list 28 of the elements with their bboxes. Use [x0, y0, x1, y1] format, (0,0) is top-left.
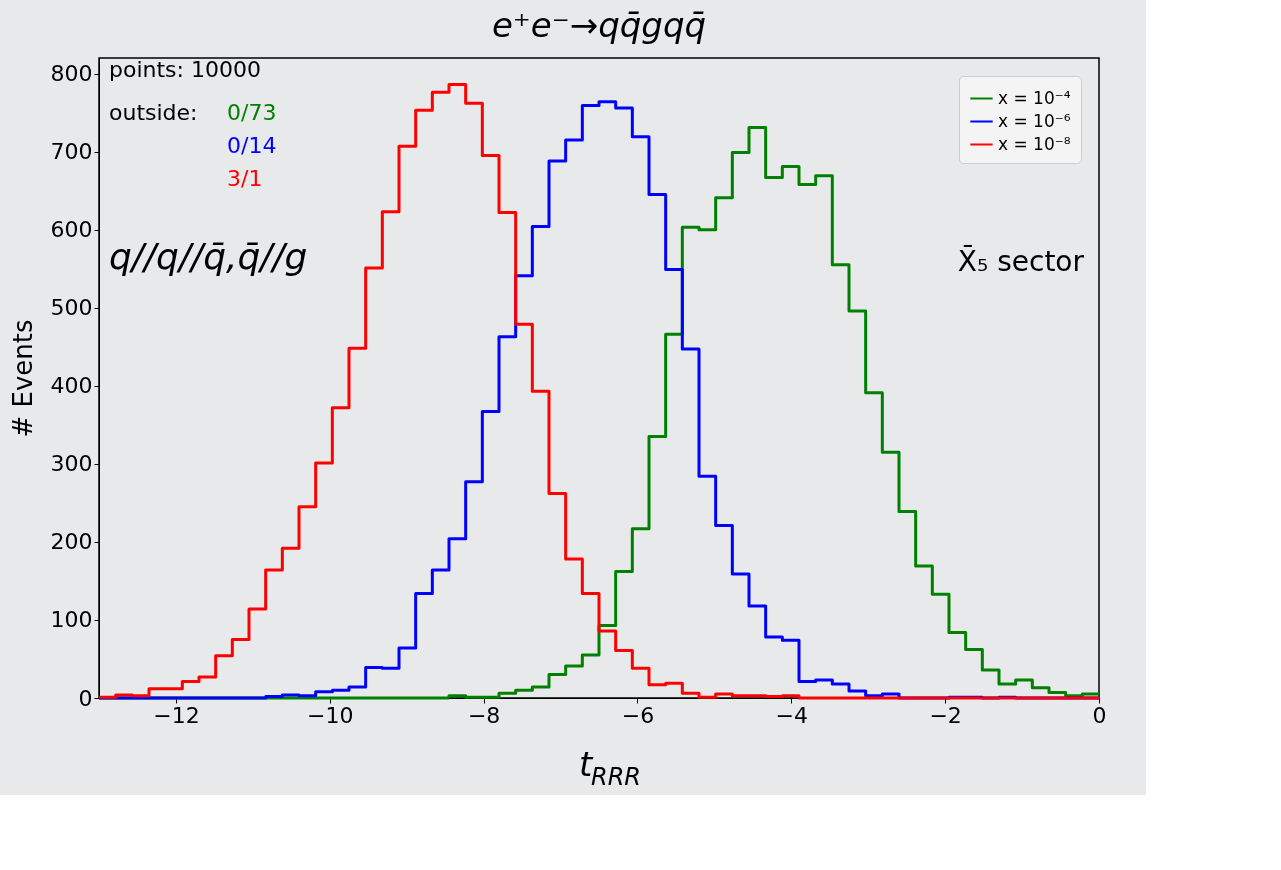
x-tick-label: −8	[467, 702, 501, 728]
annotation: q//q//q̄,q̄//g	[109, 236, 308, 277]
y-tick-label: 200	[50, 529, 93, 555]
legend-label: x = 10⁻⁴	[998, 87, 1071, 108]
x-tick-label: −4	[775, 702, 809, 728]
x-tick-label: −2	[929, 702, 962, 728]
y-tick-label: 300	[50, 451, 93, 477]
annotation: 0/73	[227, 100, 277, 125]
x-tick-label: −10	[307, 702, 354, 728]
annotation: 3/1	[227, 166, 263, 191]
x-tick-label: −12	[153, 702, 200, 728]
annotation: 0/14	[227, 133, 277, 158]
y-tick-label: 500	[50, 295, 93, 321]
annotation: points: 10000	[109, 57, 261, 82]
y-tick-label: 100	[50, 607, 93, 633]
y-tick-label: 800	[50, 61, 93, 87]
x-tick-label: 0	[1092, 702, 1107, 728]
x-tick-label: −6	[621, 702, 655, 728]
y-tick-label: 0	[78, 685, 93, 711]
y-tick-label: 400	[50, 373, 93, 399]
y-axis-title: # Events	[7, 319, 38, 438]
annotation: outside:	[109, 100, 198, 125]
legend-label: x = 10⁻⁸	[998, 133, 1071, 154]
chart-title: e⁺e⁻→qq̄gqq̄	[491, 5, 707, 45]
y-tick-label: 600	[50, 217, 93, 243]
y-tick-label: 700	[50, 139, 93, 165]
legend-label: x = 10⁻⁶	[998, 110, 1071, 131]
annotation: X̄₅ sector	[957, 243, 1085, 278]
